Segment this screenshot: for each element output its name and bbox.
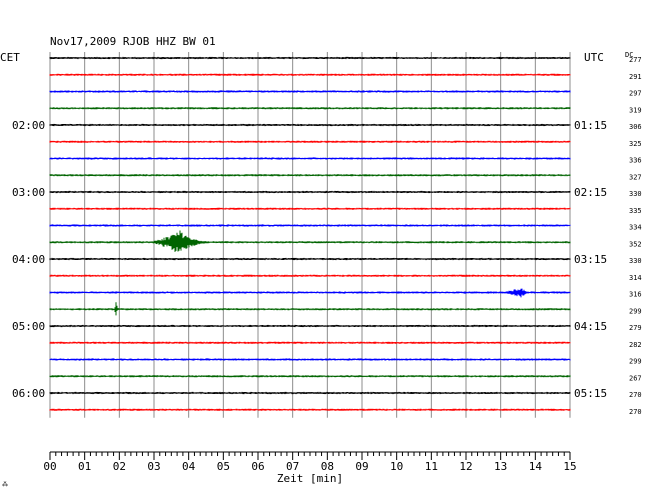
seismic-traces [49,56,571,411]
trace-line [49,174,571,177]
left-time-label: 02:00 [12,119,45,132]
x-tick-label: 15 [563,460,576,473]
left-time-label: 06:00 [12,387,45,400]
dc-offset-label: 314 [629,274,642,282]
dc-offset-label: 282 [629,341,642,349]
trace-line [49,408,571,411]
x-axis-label: Zeit [min] [277,472,343,485]
x-tick-label: 03 [147,460,160,473]
trace-line [49,341,571,344]
dc-offset-label: 334 [629,224,642,232]
trace-line [49,190,571,194]
dc-offset-label: 330 [629,190,642,198]
trace-line [49,358,571,361]
trace-line [49,107,571,110]
trace-line [49,391,571,395]
dc-offset-label: 316 [629,291,642,299]
trace-line [49,375,571,378]
x-tick-label: 07 [286,460,299,473]
x-tick-label: 10 [390,460,403,473]
trace-line [49,56,571,60]
x-tick-label: 02 [113,460,126,473]
time-labels: 277 291 297 319 306 325 336 327 330 335 334 352 330 3… [12,56,642,416]
dc-offset-label: 297 [629,90,642,98]
x-tick-label: 14 [529,460,543,473]
trace-line [49,257,571,261]
trace-line [49,73,571,76]
chart-title: Nov17,2009 RJOB HHZ BW 01 [50,35,216,48]
dc-offset-label: 327 [629,173,642,181]
dc-offset-label: 325 [629,140,642,148]
right-timezone-label: UTC [584,51,604,64]
dc-offset-label: 267 [629,374,642,382]
left-time-label: 03:00 [12,186,45,199]
trace-line [49,140,571,143]
right-time-label: 01:15 [574,119,607,132]
x-tick-label: 00 [43,460,56,473]
right-time-label: 05:15 [574,387,607,400]
dc-offset-label: 279 [629,324,642,332]
dc-offset-label: 299 [629,358,642,366]
dc-offset-label: 299 [629,307,642,315]
time-grid [49,52,571,418]
trace-line [49,274,571,277]
dc-offset-label: 291 [629,73,642,81]
dc-offset-label: 335 [629,207,642,215]
trace-line [49,157,571,160]
left-time-label: 04:00 [12,253,45,266]
left-time-label: 05:00 [12,320,45,333]
right-time-label: 04:15 [574,320,607,333]
dc-offset-label: 270 [629,391,642,399]
x-tick-label: 12 [459,460,472,473]
x-tick-label: 04 [182,460,196,473]
x-tick-label: 01 [78,460,91,473]
corner-mark: ⁂ [2,481,8,488]
x-tick-label: 11 [425,460,438,473]
trace-line [49,224,571,227]
dc-offset-header: DC [625,51,633,59]
x-tick-label: 06 [251,460,264,473]
dc-offset-label: 270 [629,408,642,416]
right-time-label: 02:15 [574,186,607,199]
trace-line [49,207,571,210]
dc-offset-label: 330 [629,257,642,265]
trace-line [49,302,571,316]
trace-line [49,324,571,328]
x-tick-label: 13 [494,460,507,473]
dc-offset-label: 336 [629,157,642,165]
dc-offset-label: 277 [629,56,642,64]
dc-offset-label: 352 [629,240,642,248]
trace-line [49,230,571,252]
x-tick-label: 05 [217,460,230,473]
trace-line [49,288,571,298]
dc-offset-label: 306 [629,123,642,131]
x-axis: 00 01 02 03 04 05 06 07 08 09 10 11 12 13 14 15 [43,451,577,473]
trace-line [49,123,571,127]
right-time-label: 03:15 [574,253,607,266]
dc-offset-label: 319 [629,106,642,114]
trace-line [49,90,571,93]
x-tick-label: 08 [321,460,334,473]
left-timezone-label: CET [0,51,20,64]
x-tick-label: 09 [355,460,368,473]
